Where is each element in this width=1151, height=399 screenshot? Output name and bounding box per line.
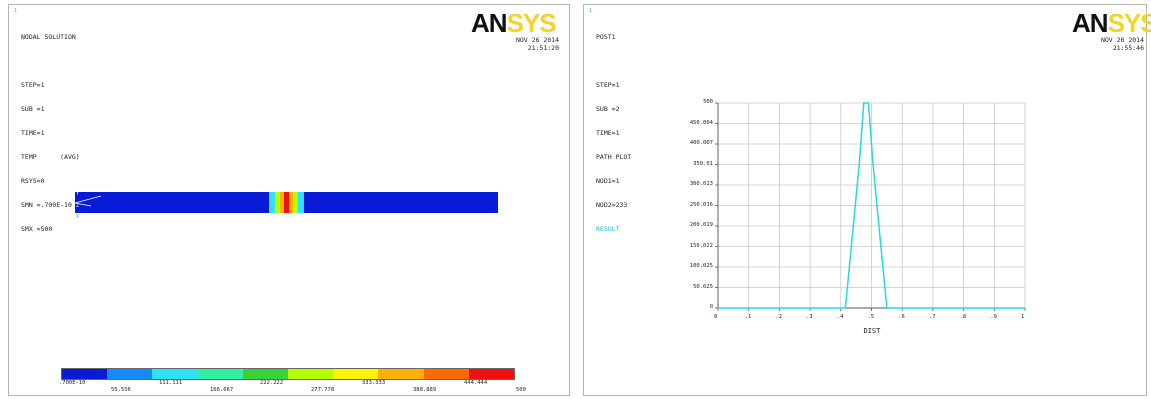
contour-legend	[61, 368, 515, 380]
logo-yellow-text: SYS	[506, 8, 557, 38]
info-line: TIME=1	[21, 129, 45, 137]
y-tick-label: 400.007	[689, 140, 713, 146]
path-plot-chart[interactable]	[584, 5, 1146, 395]
legend-band	[197, 369, 243, 379]
left-window: 1 NODAL SOLUTION STEP=1 SUB =1 TIME=1 TE…	[8, 4, 570, 396]
y-tick-label: 100.025	[689, 263, 713, 269]
info-line: NOD2=233	[596, 201, 628, 209]
info-line: RSYS=0	[21, 177, 45, 185]
x-tick-label: .7	[928, 314, 936, 320]
legend-label: 388.889	[413, 387, 437, 393]
contour-band-green	[293, 192, 298, 213]
info-line: SMX =500	[21, 225, 53, 233]
legend-band	[468, 369, 515, 379]
legend-band	[333, 369, 379, 379]
right-window: 1 POST1 STEP=1 SUB =2 TIME=1 PATH PLOT N…	[583, 4, 1151, 396]
time-text: 21:55:46	[1112, 44, 1144, 52]
window-corner-mark: 1	[14, 8, 18, 14]
info-line: POST1	[596, 33, 616, 41]
y-tick-label: 350.01	[693, 160, 713, 167]
info-line: TIME=1	[596, 129, 620, 137]
nodal-solution-info: NODAL SOLUTION STEP=1 SUB =1 TIME=1 TEMP…	[21, 17, 80, 249]
x-tick-label: 1	[1021, 314, 1025, 320]
info-line: PATH PLOT	[596, 153, 632, 161]
y-tick-label: 50.025	[693, 283, 713, 290]
legend-band	[423, 369, 469, 379]
legend-band	[107, 369, 153, 379]
x-tick-label: .6	[898, 314, 905, 320]
legend-label: .700E-10	[59, 380, 86, 386]
path-plot-info: POST1 STEP=1 SUB =2 TIME=1 PATH PLOT NOD…	[596, 17, 631, 249]
info-line: TEMP (AVG)	[21, 153, 80, 161]
x-tick-label: .4	[836, 314, 844, 320]
y-tick-label: 300.013	[689, 181, 713, 187]
y-tick-label: 0	[709, 304, 713, 310]
x-tick-label: .9	[990, 314, 997, 320]
x-tick-label: .1	[744, 314, 752, 320]
x-axis-title: DIST	[863, 327, 881, 335]
legend-label: 55.556	[111, 387, 131, 393]
legend-label: 333.333	[362, 380, 386, 386]
y-tick-label: 250.016	[689, 201, 713, 208]
legend-label: 166.667	[210, 387, 234, 393]
axis-triad-lines	[74, 195, 102, 207]
date-text: NOV 26 2014	[515, 36, 559, 44]
ansys-logo: ANSYS	[1072, 10, 1151, 36]
timestamp: NOV 26 2014 21:55:46	[1101, 36, 1144, 52]
info-line: STEP=1	[596, 81, 620, 89]
logo-dark-text: AN	[471, 8, 508, 38]
y-tick-label: 150.022	[689, 242, 713, 249]
info-line: SMN =.700E-10	[21, 201, 72, 209]
x-tick-label: .5	[867, 314, 875, 320]
contour-band-cyan	[298, 192, 304, 213]
date-text: NOV 26 2014	[1100, 36, 1144, 44]
legend-band	[378, 369, 424, 379]
legend-band	[288, 369, 334, 379]
window-corner-mark: 1	[589, 8, 593, 14]
contour-band-orange	[280, 192, 284, 213]
x-tick-label: .2	[775, 314, 783, 320]
axis-triad-z: Z	[76, 203, 80, 209]
legend-label: 444.444	[464, 380, 488, 386]
contour-band-orange	[289, 192, 293, 213]
temperature-contour-bar[interactable]	[75, 192, 498, 213]
result-series-line[interactable]	[718, 102, 1025, 309]
info-line: NODAL SOLUTION	[21, 33, 76, 41]
y-tick-label: 450.004	[689, 119, 713, 126]
ansys-logo: ANSYS	[471, 8, 557, 38]
y-tick-label: 200.019	[689, 222, 713, 228]
legend-band	[152, 369, 198, 379]
legend-label: 111.111	[159, 380, 183, 386]
info-line: SUB =2	[596, 105, 620, 113]
logo-yellow-text: SYS	[1107, 8, 1151, 38]
time-text: 21:51:20	[527, 44, 559, 52]
contour-band-cyan	[269, 192, 275, 213]
x-tick-label: .8	[959, 314, 967, 320]
timestamp: NOV 26 2014 21:51:20	[516, 36, 559, 52]
result-series-label: RESULT	[596, 225, 620, 233]
x-tick-label: 0	[714, 314, 718, 320]
legend-label: 222.222	[260, 380, 284, 386]
legend-band	[62, 369, 108, 379]
logo-dark-text: AN	[1072, 8, 1109, 38]
legend-label: 277.778	[311, 387, 335, 393]
info-line: SUB =1	[21, 105, 45, 113]
axis-triad-x: X	[76, 214, 80, 220]
info-line: STEP=1	[21, 81, 45, 89]
y-tick-label: 500	[703, 99, 713, 105]
axis-triad-y: Y	[76, 191, 80, 197]
x-tick-label: .3	[806, 314, 813, 320]
contour-band-red	[284, 192, 289, 213]
legend-band	[242, 369, 289, 379]
legend-label: 500	[516, 387, 526, 393]
contour-band-green	[275, 192, 280, 213]
info-line: NOD1=1	[596, 177, 620, 185]
